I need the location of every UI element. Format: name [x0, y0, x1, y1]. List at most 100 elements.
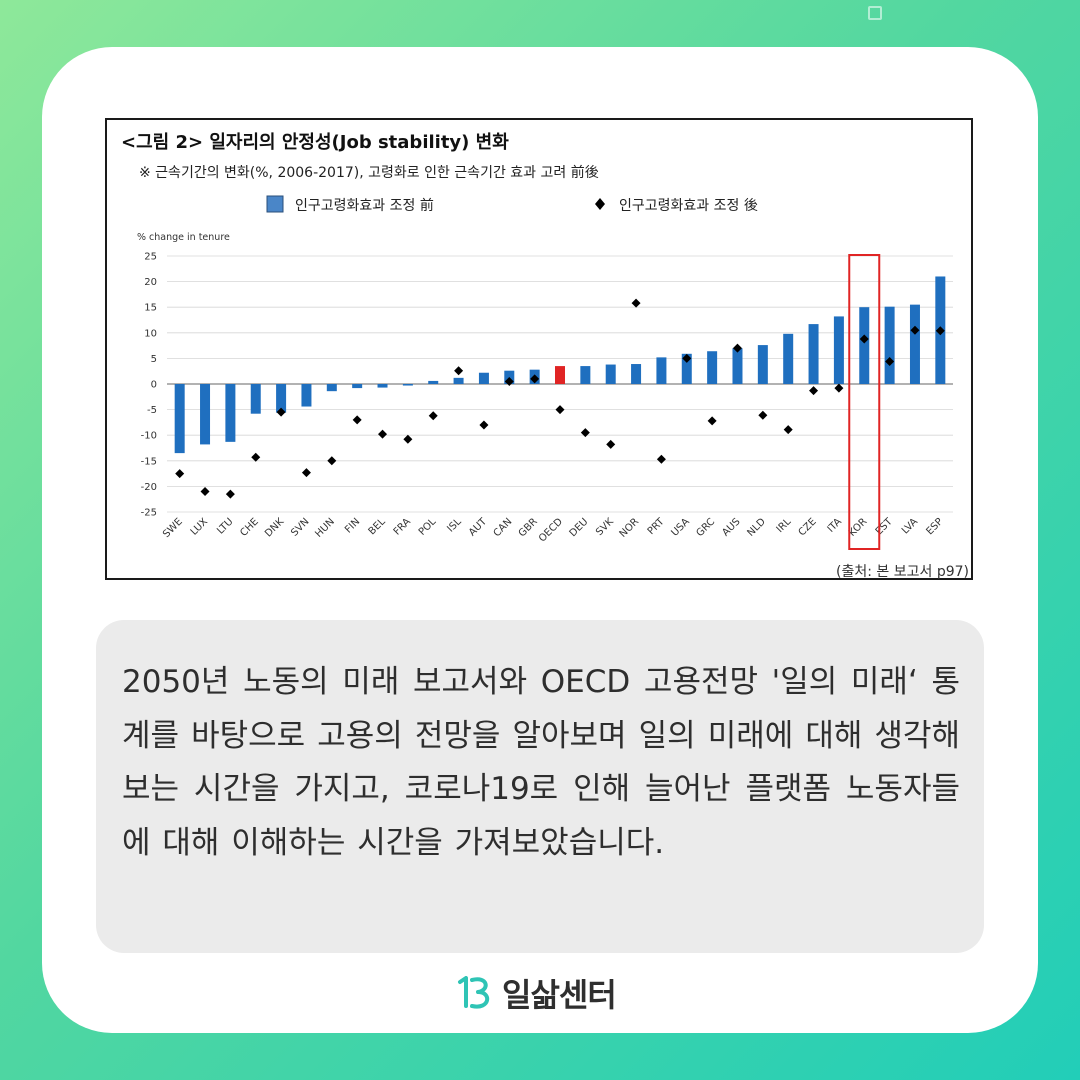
chart-title: <그림 2> 일자리의 안정성(Job stability) 변화 — [121, 132, 509, 153]
category-label: FIN — [343, 516, 362, 535]
point-usa — [682, 353, 692, 363]
category-label: AUS — [720, 516, 742, 538]
y-tick-label: -15 — [141, 456, 157, 467]
y-tick-label: -20 — [141, 482, 157, 493]
bar-cze — [808, 324, 819, 384]
y-tick-label: 25 — [144, 252, 157, 263]
category-label: ESP — [924, 516, 945, 537]
y-tick-label: 15 — [144, 303, 157, 314]
bar-irl — [783, 333, 794, 384]
category-label: DEU — [568, 516, 591, 539]
point-bel — [378, 429, 388, 439]
category-label: EST — [874, 516, 896, 538]
category-label: POL — [417, 516, 439, 538]
point-prt — [656, 454, 666, 464]
bar-prt — [656, 357, 667, 384]
legend-swatch-bar — [266, 195, 284, 213]
bar-fra — [402, 384, 413, 386]
category-label: DNK — [263, 516, 286, 539]
point-grc — [707, 416, 717, 426]
y-tick-label: 0 — [151, 380, 157, 391]
ilsam-logo: 일삶센터 — [456, 972, 617, 1014]
bar-est — [884, 306, 895, 384]
point-svk — [606, 439, 616, 449]
point-hun — [327, 456, 337, 466]
point-est — [885, 356, 895, 366]
category-label: LTU — [215, 516, 235, 536]
bar-aus — [732, 348, 743, 384]
bar-grc — [707, 351, 718, 384]
category-label: NLD — [745, 516, 768, 539]
decorative-square — [868, 6, 882, 20]
point-ltu — [225, 489, 235, 499]
description-box: 2050년 노동의 미래 보고서와 OECD 고용전망 '일의 미래‘ 통계를 … — [96, 620, 984, 953]
point-nld — [758, 410, 768, 420]
bar-svn — [301, 384, 312, 407]
category-label: FRA — [392, 516, 413, 537]
category-label: SWE — [161, 516, 185, 540]
point-esp — [935, 326, 945, 336]
legend-label-before: 인구고령화효과 조정 前 — [295, 197, 434, 214]
bar-swe — [174, 384, 185, 454]
point-svn — [301, 468, 311, 478]
category-label: CZE — [797, 516, 819, 538]
bar-kor — [859, 307, 870, 384]
point-cze — [809, 386, 819, 396]
diamond-series — [175, 298, 945, 499]
category-label: ISL — [445, 516, 464, 535]
grid-lines — [167, 255, 953, 513]
category-label: GRC — [694, 516, 717, 539]
y-tick-label: 10 — [144, 328, 157, 339]
point-che — [251, 452, 261, 462]
category-label: LVA — [900, 516, 920, 536]
category-label: ITA — [826, 516, 845, 535]
legend-label-after: 인구고령화효과 조정 後 — [619, 198, 758, 214]
bar-lva — [909, 304, 920, 384]
point-dnk — [276, 407, 286, 417]
point-aus — [732, 343, 742, 353]
point-gbr — [530, 374, 540, 384]
chart-source: (출처: 본 보고서 p97) — [836, 564, 969, 580]
bar-ltu — [225, 384, 236, 442]
y-tick-label: -5 — [147, 405, 157, 416]
bar-chart: <그림 2> 일자리의 안정성(Job stability) 변화 ※ 근속기간… — [121, 132, 969, 580]
bar-aut — [478, 372, 489, 384]
kor-highlight-box — [848, 254, 881, 550]
bar-deu — [580, 366, 591, 384]
bar-ita — [833, 316, 844, 384]
bar-hun — [326, 384, 337, 392]
bar-dnk — [276, 384, 287, 413]
logo-text: 일삶센터 — [502, 976, 617, 1014]
point-can — [504, 376, 514, 386]
bar-pol — [428, 380, 439, 384]
y-tick-label: 20 — [144, 277, 157, 288]
point-isl — [454, 366, 464, 376]
bar-fin — [352, 384, 363, 389]
category-label: CHE — [238, 516, 261, 539]
y-tick-label: -10 — [141, 431, 157, 442]
category-label: SVK — [594, 516, 616, 538]
point-lux — [200, 487, 210, 497]
point-deu — [580, 428, 590, 438]
ilsam-logo-icon — [458, 976, 489, 1009]
y-tick-label: 5 — [151, 354, 157, 365]
bar-svk — [605, 364, 616, 384]
description-text: 2050년 노동의 미래 보고서와 OECD 고용전망 '일의 미래‘ 통계를 … — [122, 664, 960, 861]
category-label: NOR — [618, 516, 642, 540]
point-oecd — [555, 405, 565, 415]
y-axis-label: % change in tenure — [137, 232, 230, 243]
category-label: HUN — [313, 516, 337, 540]
bar-isl — [453, 377, 464, 384]
chart-subtitle: ※ 근속기간의 변화(%, 2006-2017), 고령화로 인한 근속기간 효… — [139, 164, 599, 181]
category-label: CAN — [492, 516, 515, 539]
y-tick-labels: 25 20 15 10 5 0 -5 -10 -15 -20 -25 — [141, 252, 157, 519]
bar-bel — [377, 384, 388, 388]
y-tick-label: -25 — [141, 508, 157, 519]
bar-usa — [681, 353, 692, 384]
category-label: IRL — [775, 516, 794, 535]
category-label: OECD — [537, 516, 565, 544]
bar-series — [174, 276, 946, 454]
bar-lux — [200, 384, 211, 445]
category-label: USA — [669, 516, 692, 539]
chart-figure: <그림 2> 일자리의 안정성(Job stability) 변화 ※ 근속기간… — [105, 118, 973, 580]
